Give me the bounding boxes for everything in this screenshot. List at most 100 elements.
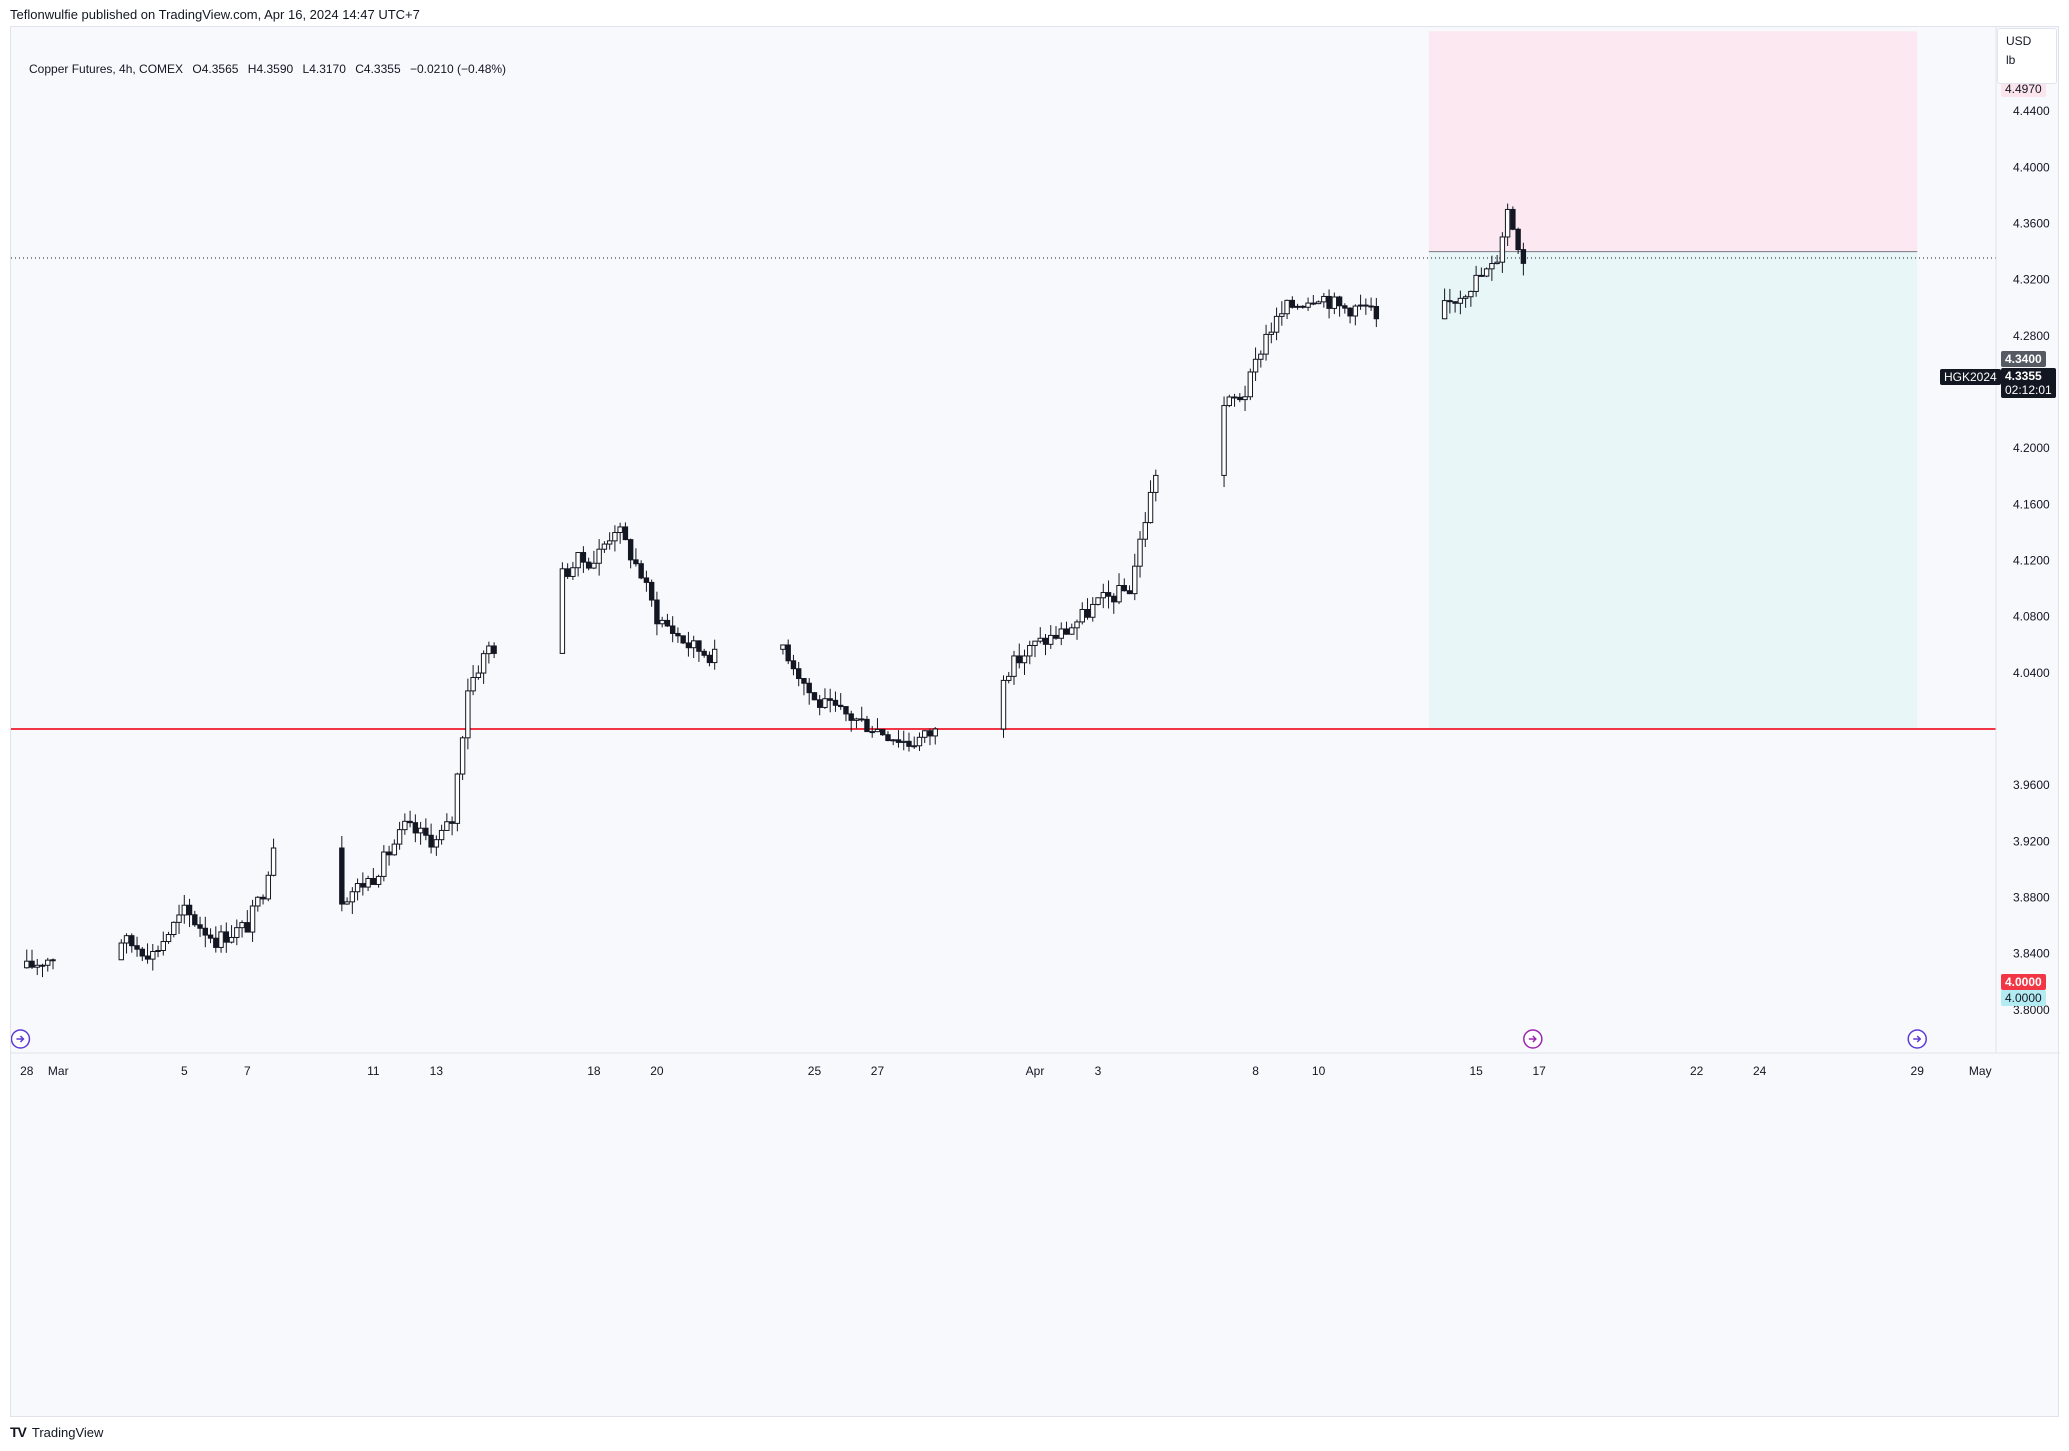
navigate-arrow-icon [11, 1029, 31, 1049]
symbol-legend: Copper Futures, 4h, COMEX O4.3565 H4.359… [29, 62, 512, 76]
price-tick-label: 4.1600 [2013, 497, 2050, 511]
time-tick-label: 10 [1312, 1064, 1326, 1078]
candle [218, 925, 224, 953]
candle [633, 548, 639, 567]
candle [24, 949, 30, 969]
footer-brand[interactable]: TV TradingView [10, 1424, 103, 1440]
candle-body [192, 914, 198, 926]
time-tick-label: 3 [1095, 1064, 1102, 1078]
candle [265, 871, 272, 902]
candle [412, 814, 419, 843]
candle [685, 631, 692, 657]
candle [617, 522, 623, 544]
candle [407, 810, 413, 828]
candle-body [575, 552, 581, 569]
candle-body [34, 964, 40, 968]
candle [1147, 480, 1154, 524]
candle [1336, 295, 1343, 317]
time-axis[interactable]: 28 Mar 5 7 11 13 18 20 25 27 Apr 3 8 10 15 17 22 24 29 May [11, 1052, 2060, 1078]
time-tick-label: 8 [1252, 1064, 1259, 1078]
footer-brand-label: TradingView [31, 1424, 104, 1440]
price-tick-label: 3.8400 [2013, 947, 2050, 961]
candle-body [627, 539, 634, 561]
candle-body [213, 937, 219, 948]
candle [1347, 307, 1353, 324]
candle-body [895, 739, 902, 743]
legend-symbol: Copper Futures, 4h, COMEX [29, 62, 184, 76]
price-axis[interactable]: 3.8000 3.8400 3.8800 3.9200 3.9600 4.0400 4.08… [1995, 27, 2050, 1053]
candle [901, 730, 907, 751]
candle [916, 732, 923, 751]
candle [1342, 303, 1348, 314]
candle-body [1352, 305, 1359, 317]
price-tick-label: 3.9600 [2013, 778, 2050, 792]
unit-selector[interactable]: USD lb [1997, 28, 2057, 84]
candle [895, 730, 902, 748]
currency-label[interactable]: USD [2006, 34, 2032, 48]
candle [1095, 597, 1101, 606]
candle-body [669, 625, 676, 634]
candle-body [633, 559, 639, 565]
candle [459, 735, 466, 781]
candle [659, 616, 665, 628]
unit-label[interactable]: lb [2006, 53, 2016, 67]
candle-body [564, 568, 571, 577]
candle [1011, 650, 1017, 685]
time-tick-label: 29 [1911, 1064, 1925, 1078]
candle-body [375, 875, 382, 885]
candle [806, 678, 812, 705]
candle-body [885, 734, 891, 742]
candle [585, 557, 592, 571]
time-tick-label: 13 [430, 1064, 444, 1078]
candle-body [1268, 331, 1275, 335]
candle-body [228, 936, 235, 943]
candle [160, 931, 166, 956]
candle [1504, 203, 1511, 246]
candle-body [711, 648, 718, 664]
candle-body [906, 740, 912, 747]
candle-body [648, 581, 655, 601]
candle [580, 546, 587, 573]
candle [1263, 324, 1269, 361]
candle-body [1137, 538, 1143, 567]
candle-body [664, 619, 671, 627]
price-tick-label: 3.9200 [2013, 834, 2050, 848]
candle-body [1242, 396, 1248, 401]
candle-body [1263, 333, 1269, 355]
candle-body [1373, 305, 1380, 320]
candle-body [559, 568, 566, 654]
legend-high: H4.3590 [247, 62, 294, 76]
candle-body [1084, 609, 1091, 618]
candle [444, 813, 450, 831]
lightning-event-icon [1523, 1029, 1543, 1049]
candle [1284, 299, 1290, 320]
candle-body [454, 773, 461, 824]
candle [1221, 396, 1227, 488]
chart-area[interactable]: 3.8000 3.8400 3.8800 3.9200 3.9600 4.0400 4.08… [10, 26, 2060, 1418]
candle-body [890, 739, 896, 742]
price-tick-label: 4.4400 [2013, 104, 2050, 118]
candle-body [706, 654, 713, 664]
candle [1515, 227, 1521, 254]
candle-body [601, 543, 608, 550]
candle-body [596, 548, 602, 564]
candle [1142, 512, 1148, 547]
candle-body [181, 904, 187, 916]
candle-body [880, 728, 886, 736]
candle [1462, 294, 1469, 308]
candle [475, 665, 482, 680]
candle-body [1452, 301, 1458, 304]
candle [622, 522, 629, 541]
candle-body [1221, 405, 1227, 476]
candle-body [449, 821, 455, 824]
candle [165, 931, 172, 944]
candle-body [150, 951, 156, 960]
candle [192, 910, 198, 927]
last-price-label: 4.3355 02:12:01 [2001, 368, 2056, 398]
candle [470, 665, 476, 696]
candle-body [1247, 371, 1254, 398]
candle [171, 921, 177, 938]
candle [1226, 394, 1233, 408]
candle-body [1357, 304, 1364, 307]
price-chart[interactable]: 3.8000 3.8400 3.8800 3.9200 3.9600 4.0400 4.08… [11, 27, 2060, 1418]
